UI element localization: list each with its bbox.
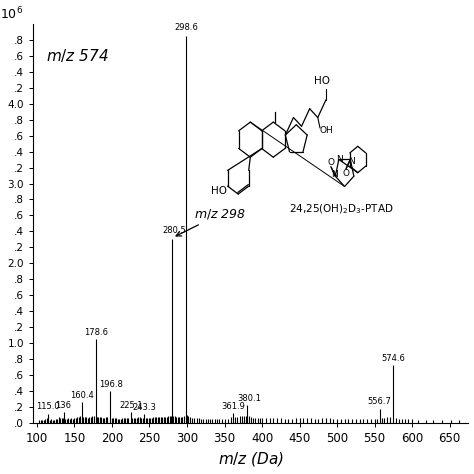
Text: O: O (343, 169, 350, 178)
Text: 380.1: 380.1 (237, 394, 261, 403)
Text: 361.9: 361.9 (221, 402, 246, 411)
Text: N: N (331, 170, 338, 179)
Text: HO: HO (211, 185, 228, 196)
Text: 10$^6$: 10$^6$ (0, 5, 24, 22)
Text: 280.5: 280.5 (163, 227, 186, 236)
Text: O: O (328, 158, 335, 167)
Text: 178.6: 178.6 (84, 328, 108, 337)
Text: 298.6: 298.6 (174, 23, 198, 32)
Text: 196.8: 196.8 (99, 380, 123, 389)
Text: N: N (336, 155, 343, 164)
Text: 225.1: 225.1 (119, 401, 143, 410)
Text: 160.4: 160.4 (70, 391, 94, 400)
Text: N: N (348, 156, 355, 165)
Text: 24,25(OH)$_2$D$_3$-PTAD: 24,25(OH)$_2$D$_3$-PTAD (289, 202, 393, 216)
Text: $m/z$ 298: $m/z$ 298 (176, 207, 246, 236)
Text: HO: HO (314, 76, 330, 86)
Text: 243.3: 243.3 (132, 403, 156, 412)
Text: 556.7: 556.7 (368, 397, 392, 406)
Text: OH: OH (319, 126, 333, 135)
Text: 136: 136 (55, 401, 71, 410)
Text: 574.6: 574.6 (381, 354, 405, 363)
Text: $m/z$ 574: $m/z$ 574 (46, 47, 109, 64)
X-axis label: $m/z$ (Da): $m/z$ (Da) (218, 450, 284, 468)
Text: 115.0: 115.0 (36, 402, 60, 411)
